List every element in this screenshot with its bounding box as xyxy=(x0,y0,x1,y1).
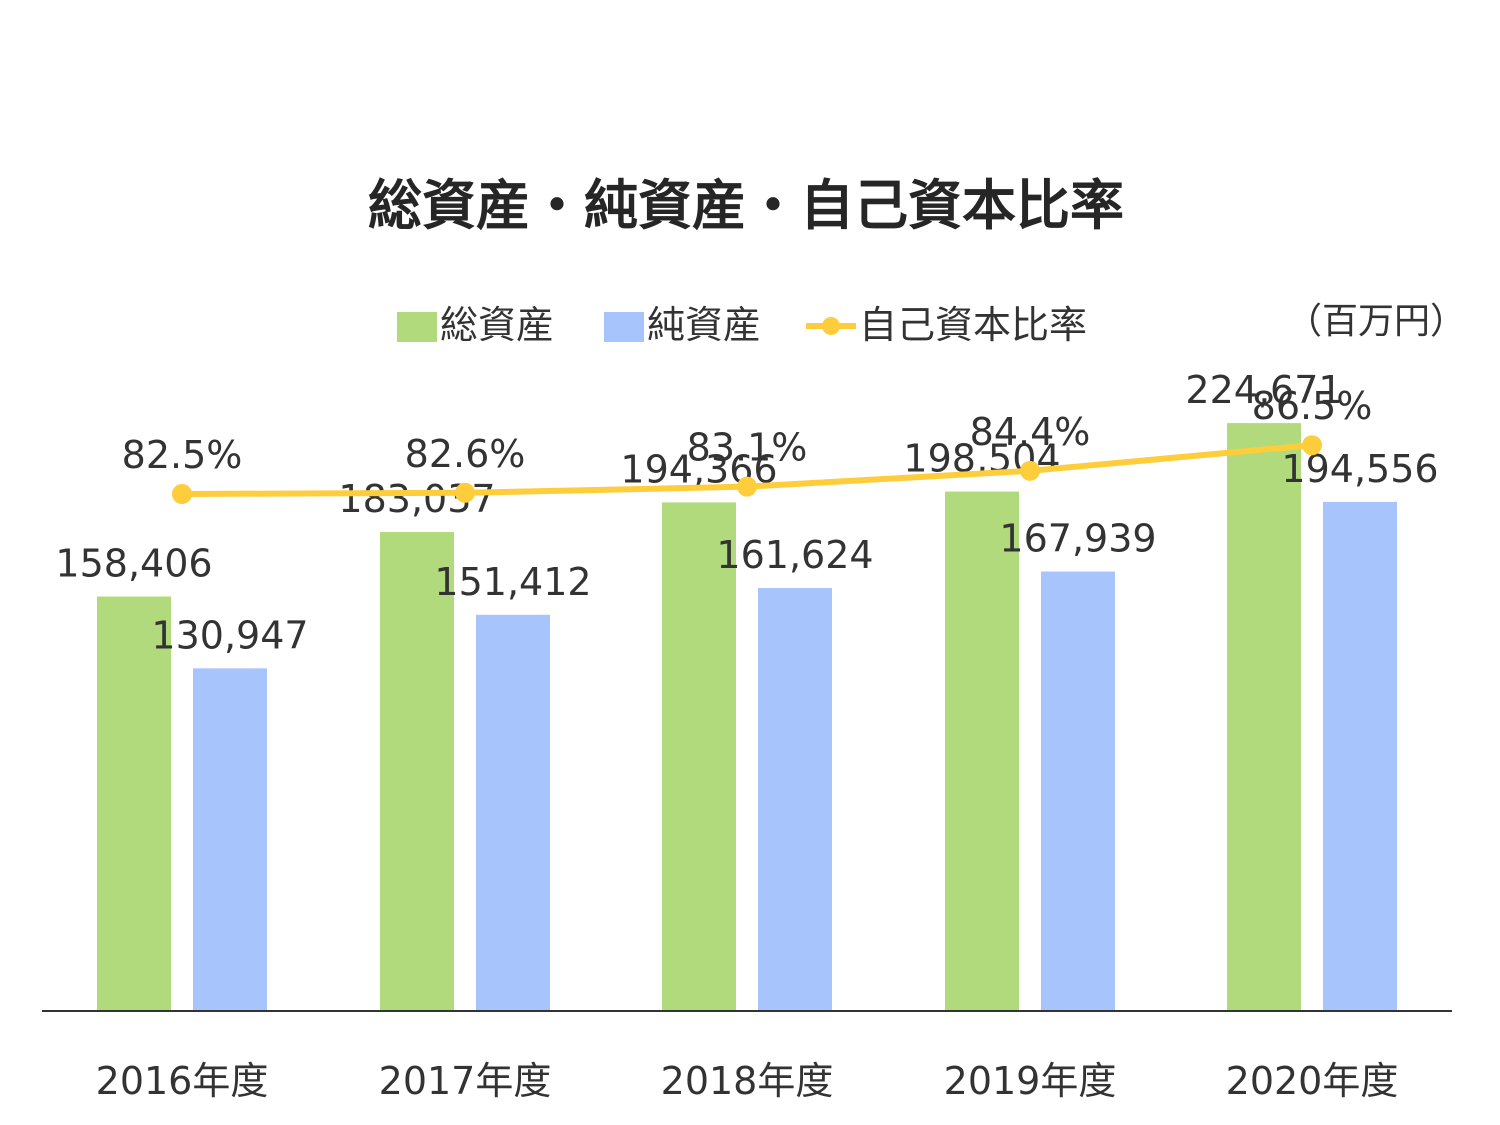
point-equity-ratio-4 xyxy=(1020,460,1040,481)
bar-total-assets-2 xyxy=(380,532,454,1011)
legend-label-net-assets: 純資産 xyxy=(647,303,761,347)
bars-layer xyxy=(97,423,1397,1011)
bar-total-assets-5 xyxy=(1227,423,1301,1011)
bar-total-assets-4 xyxy=(945,491,1019,1011)
data-label-net-assets-2: 151,412 xyxy=(434,560,591,604)
x-tick-label-5: 2020年度 xyxy=(1226,1059,1399,1103)
x-tick-label-2: 2017年度 xyxy=(379,1059,552,1103)
bar-net-assets-3 xyxy=(758,588,832,1011)
data-label-total-assets-5: 224,671 xyxy=(1185,368,1342,412)
data-label-equity-ratio-2: 82.6% xyxy=(405,432,526,476)
data-label-net-assets-5: 194,556 xyxy=(1281,447,1438,491)
bar-total-assets-3 xyxy=(662,502,736,1011)
x-tick-label-1: 2016年度 xyxy=(96,1059,269,1103)
legend-swatch-net-assets xyxy=(604,312,644,342)
bar-net-assets-4 xyxy=(1041,571,1115,1011)
data-label-net-assets-3: 161,624 xyxy=(716,533,873,577)
point-equity-ratio-2 xyxy=(455,482,475,503)
line-labels-layer: 82.5% 82.6% 83.1% 84.4% 86.5% xyxy=(122,384,1373,477)
data-label-equity-ratio-1: 82.5% xyxy=(122,433,243,477)
x-tick-labels: 2016年度 2017年度 2018年度 2019年度 2020年度 xyxy=(96,1059,1399,1103)
legend-swatch-total-assets xyxy=(397,312,437,342)
unit-label: （百万円） xyxy=(1286,301,1466,342)
point-equity-ratio-3 xyxy=(737,476,757,497)
data-label-equity-ratio-3: 83.1% xyxy=(687,426,808,470)
data-label-net-assets-4: 167,939 xyxy=(999,517,1156,561)
bar-net-assets-5 xyxy=(1323,501,1397,1011)
data-label-net-assets-1: 130,947 xyxy=(151,613,308,657)
bar-total-assets-1 xyxy=(97,596,171,1011)
legend-label-equity-ratio: 自己資本比率 xyxy=(859,303,1087,347)
x-tick-label-4: 2019年度 xyxy=(944,1059,1117,1103)
chart-title: 総資産・純資産・自己資本比率 xyxy=(368,174,1124,237)
point-equity-ratio-1 xyxy=(172,484,192,504)
line-layer xyxy=(172,435,1322,504)
data-label-total-assets-1: 158,406 xyxy=(55,541,212,585)
bar-net-assets-2 xyxy=(476,614,550,1011)
legend-marker-equity-ratio xyxy=(822,317,840,335)
x-tick-label-3: 2018年度 xyxy=(661,1059,834,1103)
data-label-equity-ratio-5: 86.5% xyxy=(1252,384,1373,428)
legend-label-total-assets: 総資産 xyxy=(440,303,554,347)
data-label-equity-ratio-4: 84.4% xyxy=(970,410,1091,454)
legend: 総資産 純資産 自己資本比率 xyxy=(397,303,1087,347)
point-equity-ratio-5 xyxy=(1302,435,1322,456)
bar-net-assets-1 xyxy=(193,668,267,1011)
